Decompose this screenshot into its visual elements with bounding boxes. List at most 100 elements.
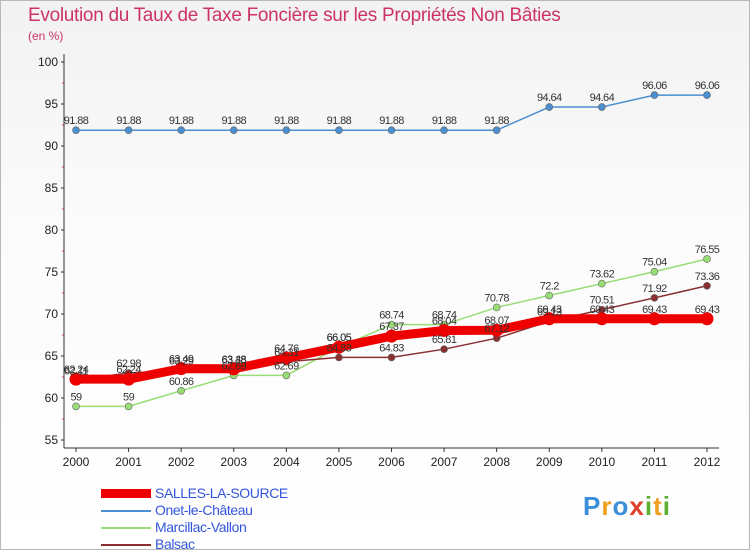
data-label: 91.88: [484, 115, 509, 127]
data-label: 66.05: [327, 332, 352, 344]
proxiti-logo: Proxiti: [583, 491, 671, 521]
data-label: 67.12: [484, 323, 509, 335]
data-label: 62.69: [221, 360, 246, 372]
legend-label: Onet-le-Château: [155, 502, 253, 518]
data-label: 60.86: [169, 376, 194, 388]
y-tick-label: 95: [45, 97, 59, 111]
data-point: [598, 103, 606, 111]
legend-swatch: [101, 489, 151, 498]
data-point: [650, 91, 659, 99]
data-label: 72.2: [540, 281, 559, 293]
data-label: 65.81: [432, 334, 457, 346]
data-point: [124, 402, 133, 411]
y-tick-label: 65: [45, 349, 59, 363]
data-label: 73.62: [590, 269, 615, 281]
data-point: [282, 371, 291, 380]
data-label: 69.43: [537, 304, 562, 316]
data-point: [703, 255, 711, 263]
legend-label: Balsac: [155, 536, 195, 552]
x-tick-label: 2004: [273, 455, 300, 469]
data-label: 62.98: [116, 358, 141, 370]
data-label: 91.88: [169, 115, 194, 127]
data-label: 68.74: [432, 310, 457, 322]
data-label: 70.51: [590, 295, 615, 307]
data-point: [703, 91, 711, 99]
data-labels: 62.24 62.24 63.49 63.48 64.76 66.05 67.37 68.04…: [64, 80, 721, 403]
data-point: [72, 126, 80, 135]
data-label: 94.64: [590, 92, 615, 104]
data-label: 94.64: [537, 92, 562, 104]
data-label: 91.88: [64, 115, 89, 127]
legend-label: Marcillac-Vallon: [155, 519, 247, 535]
data-label: 64.83: [327, 342, 352, 354]
data-label: 70.78: [484, 292, 509, 304]
data-point: [703, 281, 711, 290]
data-point: [595, 312, 609, 326]
x-tick-label: 2010: [588, 455, 615, 469]
legend-swatch: [101, 527, 151, 529]
data-label: 69.43: [590, 304, 615, 316]
data-label: 64.83: [379, 342, 404, 354]
series-points: [69, 91, 714, 411]
data-point: [492, 303, 501, 312]
x-tick-label: 2002: [168, 455, 195, 469]
data-point: [598, 279, 606, 288]
data-point: [492, 126, 501, 135]
data-label: 91.88: [221, 115, 246, 127]
data-label: 91.88: [432, 115, 457, 127]
data-point: [387, 320, 396, 329]
y-tick-label: 75: [45, 265, 59, 279]
x-tick-label: 2007: [431, 455, 458, 469]
data-point: [440, 345, 448, 353]
data-label: 63.48: [221, 354, 246, 366]
y-tick-label: 70: [45, 307, 59, 321]
y-tick-label: 85: [45, 181, 59, 195]
y-tick-label: 80: [45, 223, 59, 237]
data-point: [335, 353, 343, 362]
x-tick-label: 2003: [220, 455, 247, 469]
legend-swatch: [101, 544, 151, 546]
unit-label: (en %): [28, 29, 64, 43]
data-label: 96.06: [642, 80, 667, 92]
data-point: [700, 312, 714, 326]
data-label: 63.38: [221, 355, 246, 367]
data-point: [437, 323, 451, 337]
data-label: 71.92: [642, 283, 667, 295]
data-point: [650, 267, 659, 276]
data-point: [229, 126, 238, 135]
data-point: [332, 340, 346, 354]
x-tick-label: 2011: [642, 455, 668, 469]
data-point: [387, 353, 396, 362]
data-label: 63.29: [169, 355, 194, 367]
axes: 55 60 65 70 75 80 85 90 95 100 2000 2001 2002 2003 200…: [38, 54, 721, 469]
data-label: 75.04: [642, 257, 667, 269]
data-label: 73.36: [695, 271, 720, 283]
data-label: 62.69: [274, 360, 299, 372]
data-label: 64.76: [274, 343, 299, 355]
data-label: 69.13: [537, 306, 562, 318]
data-label: 68.04: [432, 315, 457, 327]
x-tick-label: 2012: [694, 455, 721, 469]
data-label: 59: [70, 391, 82, 403]
x-tick-label: 2001: [115, 455, 142, 469]
data-label: 68.74: [379, 310, 404, 322]
data-label: 91.88: [274, 115, 299, 127]
legend-swatch: [101, 510, 151, 512]
data-point: [440, 126, 448, 135]
data-label: 62.11: [64, 365, 88, 377]
x-tick-label: 2000: [63, 455, 90, 469]
data-label: 69.43: [642, 304, 667, 316]
data-label: 62.24: [116, 364, 141, 376]
x-tick-label: 2006: [378, 455, 405, 469]
data-label: 67.37: [379, 321, 404, 333]
data-point: [177, 126, 185, 135]
data-point: [124, 126, 133, 135]
chart-title: Evolution du Taux de Taxe Foncière sur l…: [28, 5, 561, 26]
data-point: [335, 126, 343, 135]
data-point: [177, 386, 185, 395]
x-tick-label: 2008: [483, 455, 510, 469]
data-point: [122, 372, 136, 386]
data-label: 66.05: [327, 332, 352, 344]
x-tick-label: 2005: [326, 455, 353, 469]
